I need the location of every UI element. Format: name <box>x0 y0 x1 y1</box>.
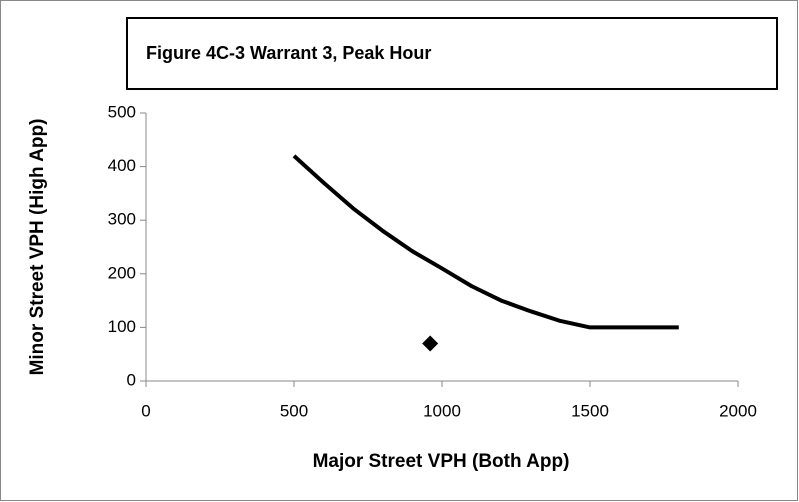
chart-title: Figure 4C-3 Warrant 3, Peak Hour <box>146 43 431 63</box>
x-axis-label: Major Street VPH (Both App) <box>313 451 570 472</box>
curve <box>292 154 679 330</box>
marker <box>422 335 439 352</box>
y-tick-label: 300 <box>108 210 136 229</box>
y-tick-label: 100 <box>108 317 136 336</box>
y-tick-label: 500 <box>108 102 136 121</box>
y-tick-label: 400 <box>108 156 136 175</box>
y-tick-label: 0 <box>127 370 136 389</box>
x-tick-label: 1000 <box>423 401 461 420</box>
title-box <box>126 17 778 90</box>
x-tick-label: 2000 <box>719 401 757 420</box>
y-axis-label: Minor Street VPH (High App) <box>27 119 48 376</box>
x-tick-label: 0 <box>141 401 150 420</box>
x-tick-label: 1500 <box>571 401 609 420</box>
x-tick-label: 500 <box>280 401 308 420</box>
y-tick-label: 200 <box>108 263 136 282</box>
